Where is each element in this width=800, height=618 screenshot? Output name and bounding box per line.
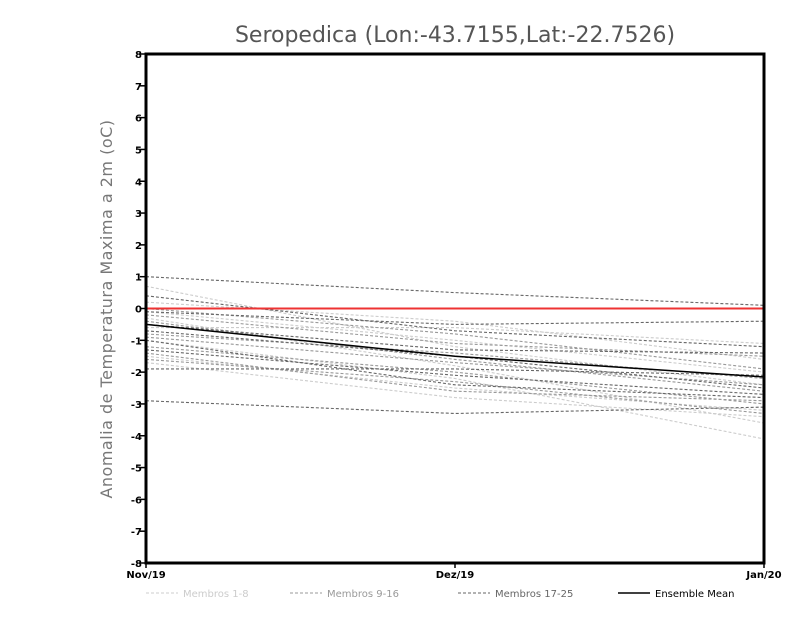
member-line-8 [145,301,765,360]
y-tick-label: 6 [135,114,142,125]
y-tick-label: 5 [135,145,142,156]
x-tick-label: Nov/19 [126,570,165,581]
member-line-2 [145,317,765,424]
ensemble-mean-line [145,323,765,378]
legend-label: Membros 9-16 [327,589,399,600]
y-axis-label: Anomalia de Temperatura Maxima a 2m (oC) [97,119,116,498]
member-line-7 [145,362,765,418]
y-tick-label: -7 [131,527,142,538]
member-line-5 [145,355,765,411]
y-axis: 8 7 6 5 4 3 2 1 0 -1 -2 -3 -4 -5 -6 -7 -8 [131,50,146,570]
member-line-25 [145,339,765,399]
series-layer [145,276,765,440]
member-line-1 [145,285,765,386]
y-tick-label: -2 [131,368,142,379]
member-line-10 [145,346,765,405]
y-tick-label: 2 [135,241,142,252]
x-tick-label: Jan/20 [745,570,781,581]
legend-label: Membros 1-8 [183,589,249,600]
legend: Membros 1-8 Membros 9-16 Membros 17-25 Ense… [146,589,734,600]
y-tick-label: -8 [131,559,142,570]
member-line-21 [145,311,765,325]
y-tick-label: 7 [135,82,142,93]
y-tick-label: -6 [131,495,142,506]
member-line-3 [145,339,765,440]
y-tick-label: 3 [135,209,142,220]
y-tick-label: 4 [135,177,142,188]
member-line-19 [145,400,765,415]
y-tick-label: 1 [135,273,142,284]
legend-label: Ensemble Mean [655,589,734,600]
y-tick-label: -4 [131,432,142,443]
y-tick-label: -3 [131,400,142,411]
member-line-11 [145,307,765,370]
member-line-4 [146,327,765,345]
member-line-22 [145,323,765,354]
y-tick-label: -1 [131,336,142,347]
member-line-23 [145,349,765,395]
x-tick-label: Dez/19 [436,570,475,581]
legend-label: Membros 17-25 [495,589,573,600]
member-line-9 [145,320,765,392]
member-line-6 [145,311,765,373]
member-line-13 [145,358,765,415]
member-line-17 [145,276,765,306]
member-line-18 [145,295,765,348]
y-tick-label: 8 [135,50,142,61]
y-tick-label: 0 [135,305,142,316]
x-axis: Nov/19 Dez/19 Jan/20 [126,563,782,581]
member-line-16 [145,336,765,386]
member-line-20 [146,368,765,376]
member-line-15 [145,352,765,402]
y-tick-label: -5 [131,464,142,475]
chart-title: Seropedica (Lon:-43.7155,Lat:-22.7526) [235,23,675,48]
